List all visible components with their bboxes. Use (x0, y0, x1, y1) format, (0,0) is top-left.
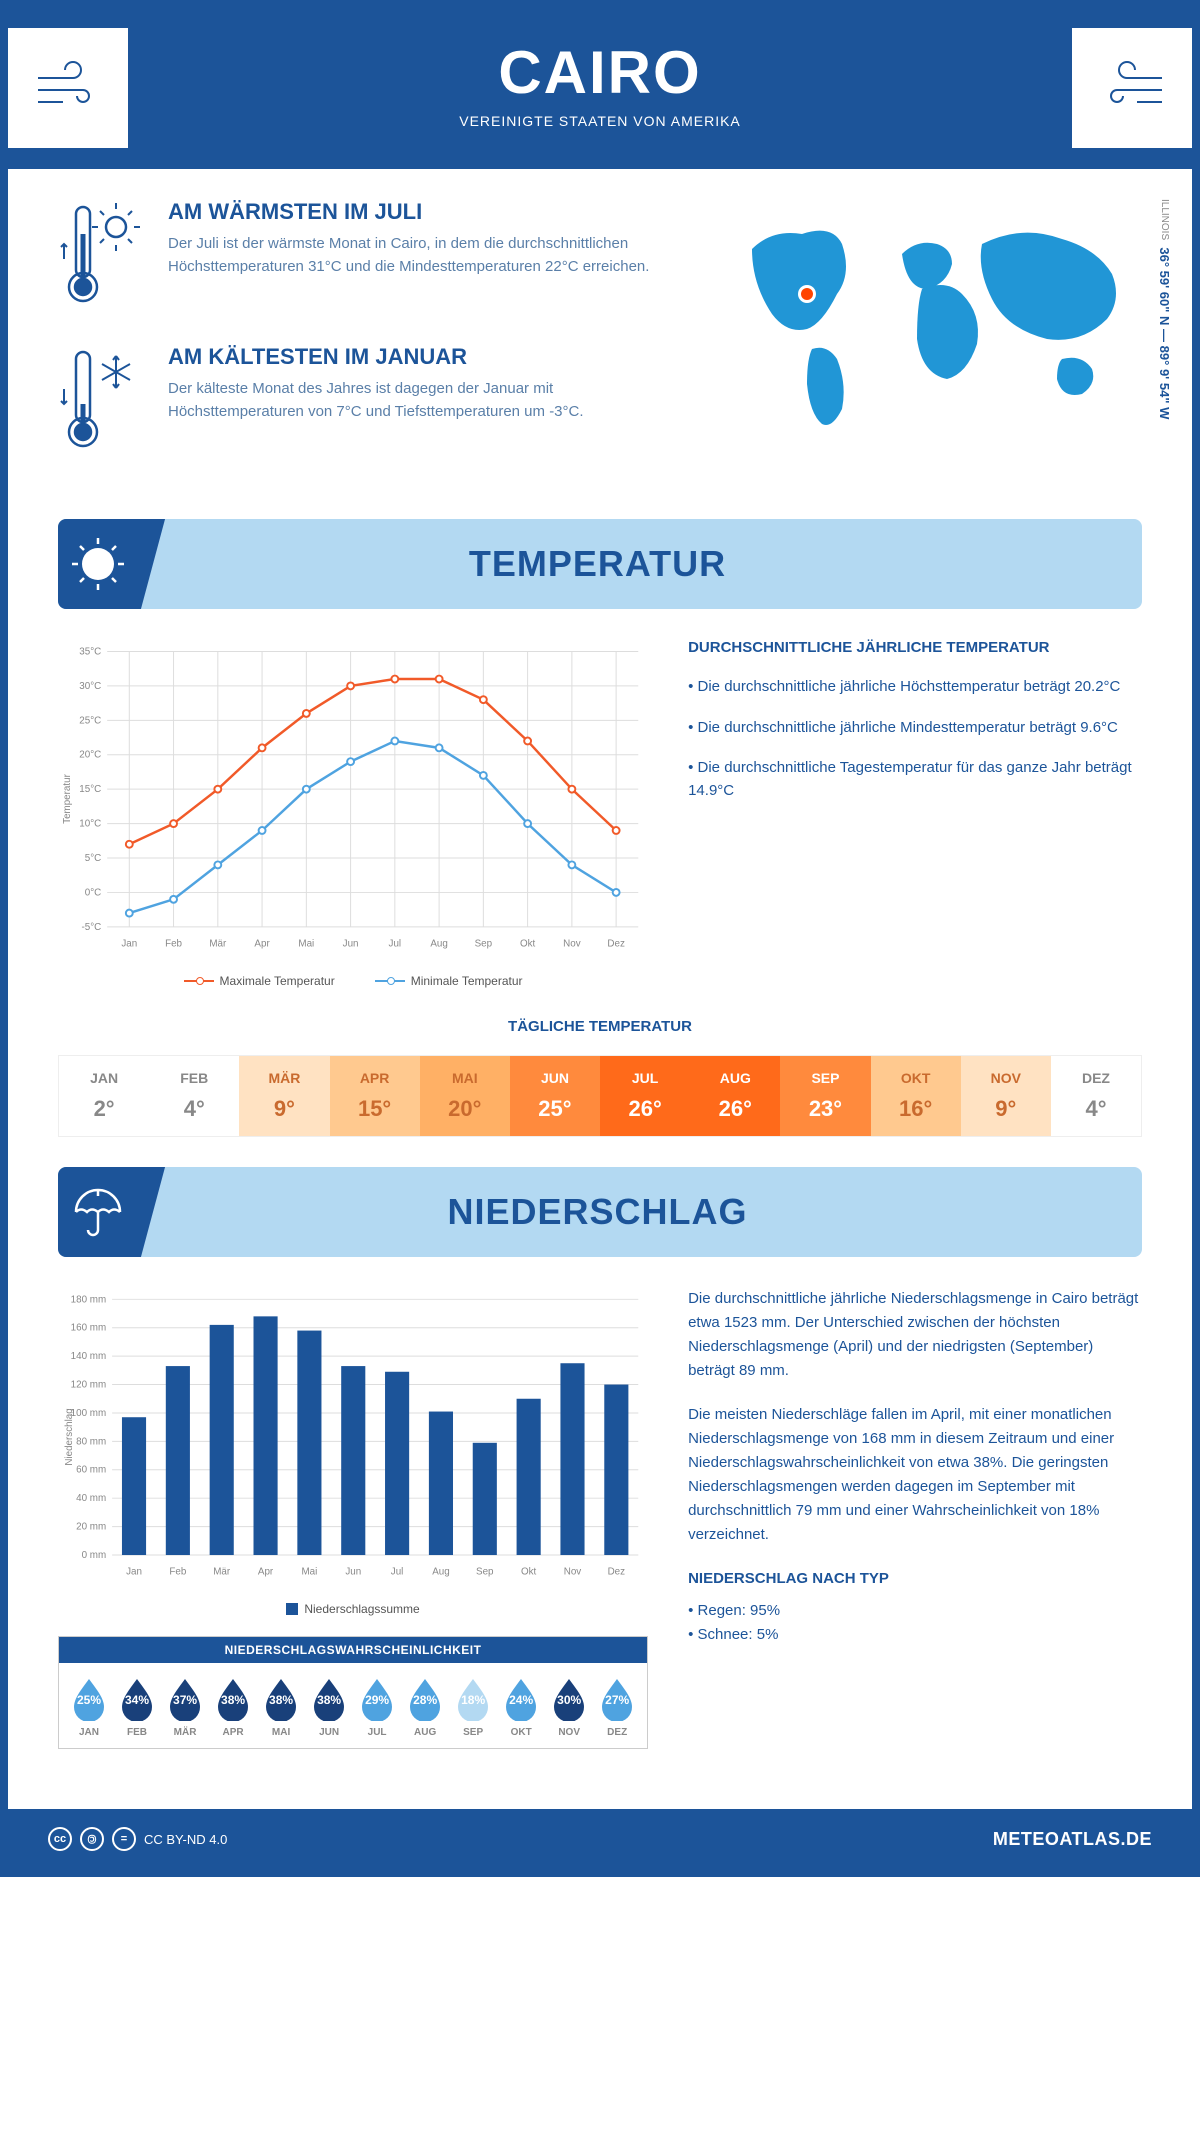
svg-text:Nov: Nov (563, 939, 581, 950)
svg-text:Dez: Dez (608, 1567, 626, 1578)
probability-drop: 25%JAN (65, 1677, 113, 1738)
svg-text:Mär: Mär (213, 1567, 231, 1578)
svg-text:5°C: 5°C (85, 853, 102, 864)
probability-drop: 38%JUN (305, 1677, 353, 1738)
brand: METEOATLAS.DE (993, 1829, 1152, 1850)
svg-text:60 mm: 60 mm (76, 1465, 106, 1476)
svg-text:Mai: Mai (298, 939, 314, 950)
warmest-block: AM WÄRMSTEN IM JULI Der Juli ist der wär… (58, 199, 682, 314)
svg-text:80 mm: 80 mm (76, 1436, 106, 1447)
precipitation-section-header: NIEDERSCHLAG (58, 1167, 1142, 1257)
svg-text:Feb: Feb (165, 939, 182, 950)
svg-text:Apr: Apr (254, 939, 270, 950)
svg-text:40 mm: 40 mm (76, 1493, 106, 1504)
svg-text:140 mm: 140 mm (71, 1351, 107, 1362)
svg-text:Sep: Sep (476, 1567, 494, 1578)
thermometer-cold-icon (58, 344, 148, 459)
svg-text:Niederschlag: Niederschlag (64, 1408, 75, 1465)
coordinates: ILLINOIS 36° 59' 60" N — 89° 9' 54" W (1157, 199, 1172, 419)
probability-drop: 38%APR (209, 1677, 257, 1738)
coldest-title: AM KÄLTESTEN IM JANUAR (168, 344, 682, 370)
warmest-text: Der Juli ist der wärmste Monat in Cairo,… (168, 233, 682, 278)
wind-icon (1072, 28, 1192, 148)
probability-drop: 24%OKT (497, 1677, 545, 1738)
svg-text:20 mm: 20 mm (76, 1522, 106, 1533)
thermometer-hot-icon (58, 199, 148, 314)
svg-text:Jun: Jun (343, 939, 359, 950)
svg-text:Mai: Mai (301, 1567, 317, 1578)
probability-drop: 34%FEB (113, 1677, 161, 1738)
svg-text:160 mm: 160 mm (71, 1323, 107, 1334)
coldest-block: AM KÄLTESTEN IM JANUAR Der kälteste Mona… (58, 344, 682, 459)
daily-temp-title: TÄGLICHE TEMPERATUR (58, 1018, 1142, 1035)
license: cc 🄯 = CC BY-ND 4.0 (48, 1827, 227, 1851)
svg-text:Mär: Mär (209, 939, 227, 950)
svg-text:Nov: Nov (564, 1567, 582, 1578)
daily-cell: MÄR9° (239, 1056, 329, 1136)
svg-text:100 mm: 100 mm (71, 1408, 107, 1419)
svg-text:0°C: 0°C (85, 887, 102, 898)
daily-cell: FEB4° (149, 1056, 239, 1136)
daily-cell: AUG26° (690, 1056, 780, 1136)
daily-cell: JAN2° (59, 1056, 149, 1136)
header: CAIRO VEREINIGTE STAATEN VON AMERIKA (8, 8, 1192, 169)
probability-box: NIEDERSCHLAGSWAHRSCHEINLICHKEIT 25%JAN34… (58, 1636, 648, 1749)
svg-text:Sep: Sep (475, 939, 493, 950)
svg-text:Dez: Dez (607, 939, 625, 950)
temperature-info: DURCHSCHNITTLICHE JÄHRLICHE TEMPERATUR •… (688, 639, 1142, 988)
world-map: ILLINOIS 36° 59' 60" N — 89° 9' 54" W (722, 199, 1142, 489)
probability-drop: 37%MÄR (161, 1677, 209, 1738)
temperature-line-chart: -5°C 0°C 5°C 10°C 15°C 20°C 25°C 30°C 35°C Jan Feb… (58, 639, 648, 988)
umbrella-icon (58, 1167, 165, 1257)
svg-text:20°C: 20°C (79, 750, 101, 761)
svg-text:Jul: Jul (391, 1567, 404, 1578)
svg-text:120 mm: 120 mm (71, 1379, 107, 1390)
svg-text:0 mm: 0 mm (82, 1550, 107, 1561)
daily-cell: JUL26° (600, 1056, 690, 1136)
svg-text:Aug: Aug (430, 939, 448, 950)
probability-drop: 29%JUL (353, 1677, 401, 1738)
daily-cell: NOV9° (961, 1056, 1051, 1136)
temperature-section-header: TEMPERATUR (58, 519, 1142, 609)
daily-cell: DEZ4° (1051, 1056, 1141, 1136)
probability-drop: 38%MAI (257, 1677, 305, 1738)
probability-drop: 18%SEP (449, 1677, 497, 1738)
svg-text:-5°C: -5°C (81, 922, 101, 933)
svg-text:Okt: Okt (521, 1567, 537, 1578)
svg-text:15°C: 15°C (79, 784, 101, 795)
probability-drop: 30%NOV (545, 1677, 593, 1738)
svg-text:35°C: 35°C (79, 646, 101, 657)
footer: cc 🄯 = CC BY-ND 4.0 METEOATLAS.DE (8, 1809, 1192, 1869)
probability-drop: 28%AUG (401, 1677, 449, 1738)
svg-text:Jan: Jan (121, 939, 137, 950)
svg-text:Jun: Jun (345, 1567, 361, 1578)
daily-cell: APR15° (330, 1056, 420, 1136)
svg-text:Apr: Apr (258, 1567, 274, 1578)
country-subtitle: VEREINIGTE STAATEN VON AMERIKA (28, 113, 1172, 129)
city-title: CAIRO (28, 38, 1172, 107)
daily-temp-table: JAN2°FEB4°MÄR9°APR15°MAI20°JUN25°JUL26°A… (58, 1055, 1142, 1137)
svg-text:10°C: 10°C (79, 819, 101, 830)
svg-text:30°C: 30°C (79, 681, 101, 692)
daily-cell: MAI20° (420, 1056, 510, 1136)
precipitation-text: Die durchschnittliche jährliche Niedersc… (688, 1287, 1142, 1749)
svg-text:Temperatur: Temperatur (62, 773, 73, 823)
precipitation-bar-chart: 0 mm 20 mm 40 mm 60 mm 80 mm 100 mm 120 mm 140 … (58, 1287, 648, 1616)
svg-text:Jan: Jan (126, 1567, 142, 1578)
svg-text:180 mm: 180 mm (71, 1294, 107, 1305)
svg-text:Feb: Feb (169, 1567, 186, 1578)
daily-cell: JUN25° (510, 1056, 600, 1136)
chart-legend: Maximale Temperatur Minimale Temperatur (58, 974, 648, 988)
svg-text:Jul: Jul (389, 939, 402, 950)
svg-text:25°C: 25°C (79, 715, 101, 726)
svg-text:Okt: Okt (520, 939, 536, 950)
daily-cell: OKT16° (871, 1056, 961, 1136)
sun-icon (58, 519, 165, 609)
svg-text:Aug: Aug (432, 1567, 450, 1578)
wind-icon (8, 28, 128, 148)
warmest-title: AM WÄRMSTEN IM JULI (168, 199, 682, 225)
daily-cell: SEP23° (780, 1056, 870, 1136)
coldest-text: Der kälteste Monat des Jahres ist dagege… (168, 378, 682, 423)
probability-drop: 27%DEZ (593, 1677, 641, 1738)
